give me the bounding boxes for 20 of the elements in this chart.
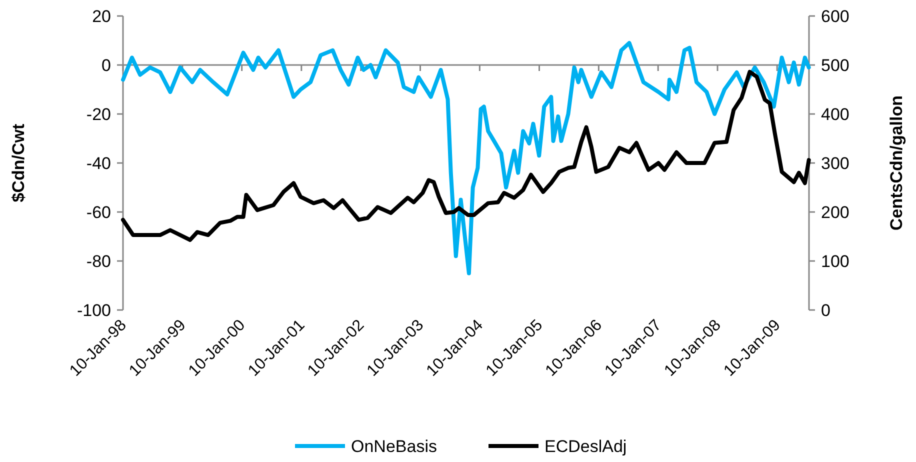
y2-tick-label: 500 — [821, 56, 850, 75]
y2-axis-title: CentsCdn/gallon — [887, 95, 906, 231]
line-series — [121, 70, 811, 242]
legend-label: ECDeslAdj — [544, 436, 627, 456]
y-tick-label: 0 — [102, 56, 111, 75]
y2-tick-label: 600 — [821, 6, 850, 26]
y2-tick-label: 0 — [821, 300, 830, 320]
y2-tick-label: 200 — [821, 202, 850, 222]
y-tick-label: -20 — [86, 104, 111, 124]
y2-tick-label: 300 — [821, 154, 850, 173]
y-tick-label: -80 — [86, 252, 111, 271]
y2-tick-label: 100 — [821, 252, 850, 271]
y-axis-title: $Cdn/Cwt — [9, 123, 28, 202]
y-tick-label: 20 — [92, 6, 111, 26]
line-series — [121, 40, 811, 276]
y-tick-label: -100 — [76, 300, 111, 320]
y2-tick-label: 400 — [821, 104, 850, 124]
legend-label: OnNeBasis — [351, 436, 437, 456]
y-tick-label: -60 — [86, 202, 111, 222]
y-tick-label: -40 — [86, 154, 111, 173]
